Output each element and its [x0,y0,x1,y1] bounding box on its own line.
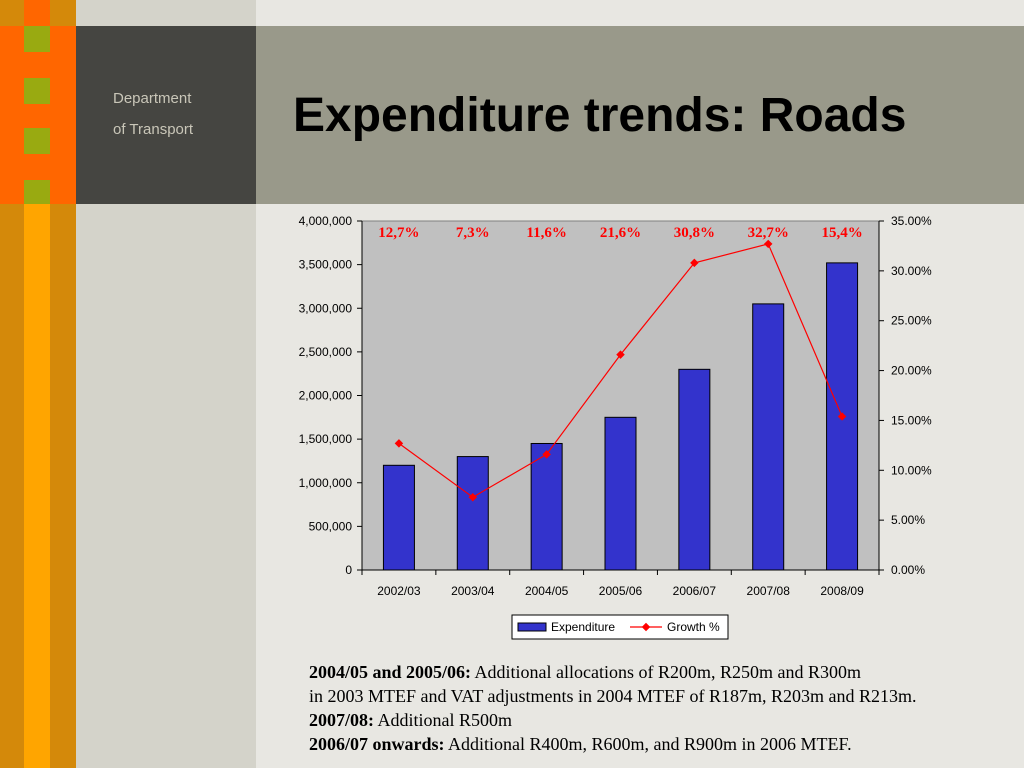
growth-marker [468,492,478,502]
y-tick-label: 1,500,000 [299,432,353,446]
y2-tick-label: 25.00% [891,314,932,328]
data-label: 15,4% [821,225,862,241]
checker-sq [24,78,50,104]
y-tick-label: 2,000,000 [299,389,353,403]
checker-sq [24,0,50,26]
growth-marker [690,258,699,268]
note-line: 2004/05 and 2005/06: Additional allocati… [309,662,862,682]
legend-box [511,614,729,640]
growth-marker [616,350,625,359]
y2-tick-label: 35.00% [891,214,932,228]
checker-sq [24,26,50,52]
legend-label: Expenditure [551,620,615,634]
x-tick-label: 2007/08 [747,584,791,598]
bar [382,464,415,571]
y2-tick-label: 20.00% [891,364,932,378]
y2-tick-label: 0.00% [891,563,925,577]
data-label: 21,6% [600,225,641,241]
department-box [76,26,256,204]
bar [678,368,711,571]
growth-marker [837,412,847,421]
y-tick-label: 500,000 [309,519,353,533]
data-label: 12,7% [378,225,419,241]
x-tick-label: 2005/06 [599,584,643,598]
data-label: 7,3% [456,225,490,241]
y-tick-label: 0 [345,563,352,577]
y2-tick-label: 10.00% [891,463,932,477]
legend-swatch-marker [641,622,651,632]
orange-block-left [0,26,24,204]
data-label: 32,7% [748,225,789,241]
y2-tick-label: 5.00% [891,513,925,527]
checker-sq [24,52,50,78]
checker-sq [24,104,50,128]
note-line: in 2003 MTEF and VAT adjustments in 2004… [309,686,917,706]
y-tick-label: 4,000,000 [299,214,353,228]
department-sublabel: of Transport [113,121,194,138]
y-tick-label: 1,000,000 [299,476,353,490]
department-label: Department [113,90,192,107]
top-strip [256,0,1024,26]
slide-title: Expenditure trends: Roads [293,89,907,142]
x-tick-label: 2008/09 [820,584,864,598]
bar [456,456,489,571]
title-band [256,26,1024,204]
bar [530,442,563,571]
bar [604,416,637,571]
notes-block: 2004/05 and 2005/06: Additional allocati… [309,660,1009,756]
x-tick-label: 2003/04 [451,584,495,598]
y2-tick-label: 30.00% [891,264,932,278]
legend-swatch-bar [517,622,547,632]
checker-sq [24,128,50,154]
checker-sq [24,180,50,204]
note-line: 2007/08: Additional R500m [309,710,513,730]
growth-marker [542,450,551,459]
x-tick-label: 2002/03 [377,584,421,598]
note-line: 2006/07 onwards: Additional R400m, R600m… [309,734,852,754]
checker-sq [24,154,50,180]
legend-label: Growth % [667,620,720,634]
y2-tick-label: 15.00% [891,413,932,427]
x-tick-label: 2004/05 [525,584,569,598]
orange-block-right [50,26,76,204]
y-tick-label: 3,000,000 [299,301,353,315]
data-label: 11,6% [526,225,566,241]
growth-marker [394,439,404,448]
y-tick-label: 3,500,000 [299,258,353,272]
bar [752,303,785,571]
x-tick-label: 2006/07 [673,584,717,598]
data-label: 30,8% [674,225,715,241]
y-tick-label: 2,500,000 [299,345,353,359]
